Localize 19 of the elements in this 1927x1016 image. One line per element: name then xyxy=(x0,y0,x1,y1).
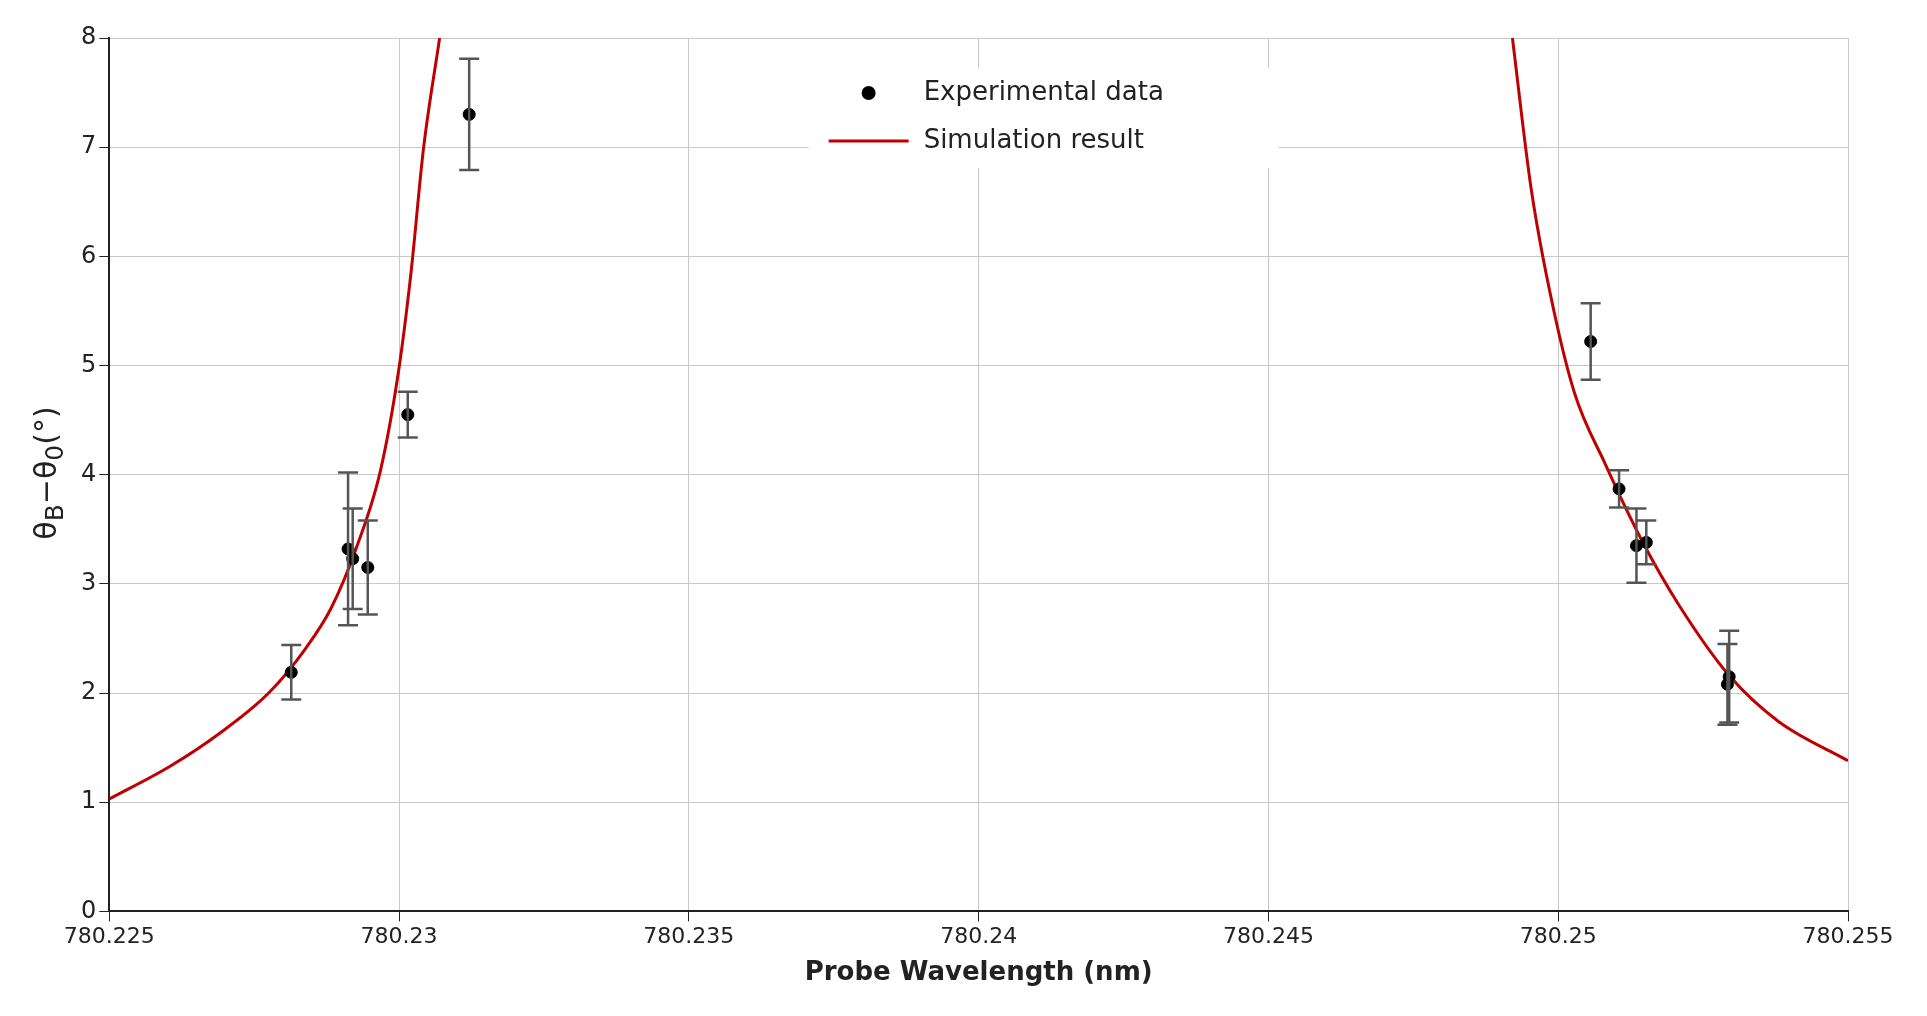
x-tick-label: 780.25 xyxy=(1519,923,1597,949)
x-tick-label: 780.245 xyxy=(1222,923,1314,949)
y-tick-label: 8 xyxy=(80,22,97,51)
legend-label: Simulation result xyxy=(923,123,1144,154)
y-tick-label: 1 xyxy=(80,786,97,815)
y-tick-label: 6 xyxy=(80,240,97,269)
y-tick-label: 2 xyxy=(80,677,97,706)
x-tick-label: 780.23 xyxy=(360,923,438,949)
x-axis-title: Probe Wavelength (nm) xyxy=(804,956,1153,987)
y-tick-label: 7 xyxy=(80,131,97,160)
y-tick-label: 4 xyxy=(80,458,97,487)
x-tick-label: 780.24 xyxy=(940,923,1018,949)
x-tick-label: 780.235 xyxy=(643,923,735,949)
x-tick-label: 780.225 xyxy=(63,923,155,949)
y-tick-label: 3 xyxy=(80,568,97,597)
y-tick-label: 5 xyxy=(80,349,97,378)
x-tick-label: 780.255 xyxy=(1802,923,1894,949)
legend-label: Experimental data xyxy=(923,75,1164,106)
y-tick-label: 0 xyxy=(80,895,97,924)
